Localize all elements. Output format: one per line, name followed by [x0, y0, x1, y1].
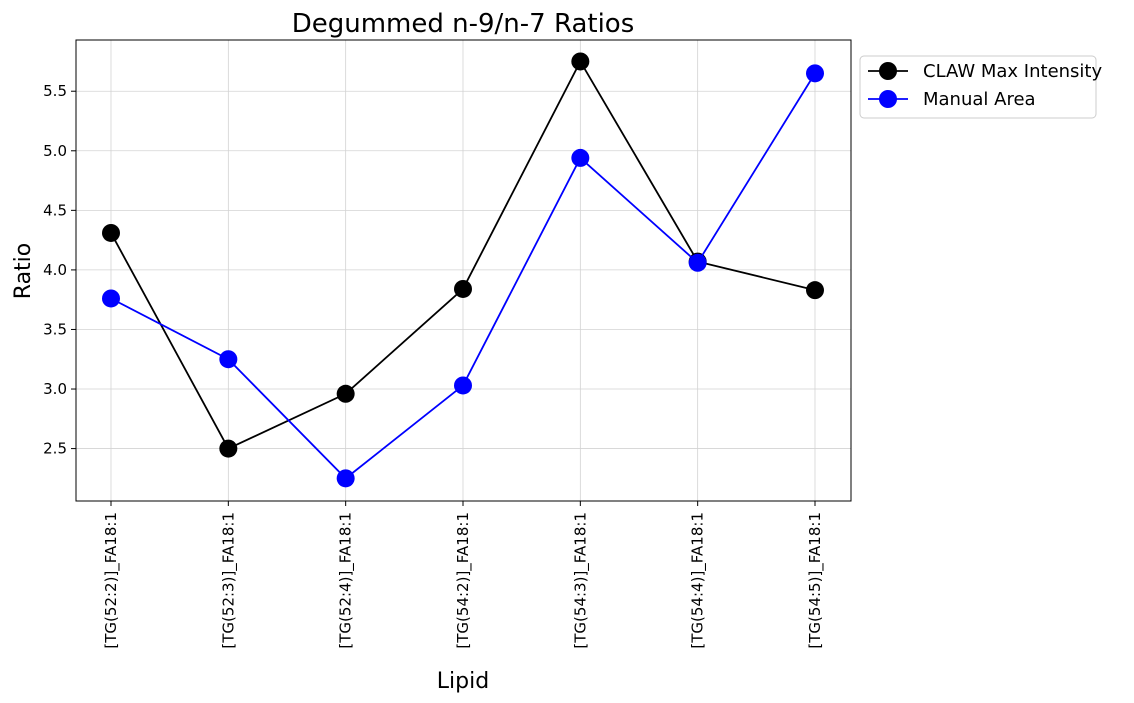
y-tick-label: 5.5	[43, 82, 67, 100]
data-point	[102, 289, 120, 308]
data-point	[454, 376, 472, 395]
y-tick-label: 2.5	[43, 440, 67, 458]
x-tick-label: [TG(54:4)]_FA18:1	[689, 512, 708, 649]
legend-label: Manual Area	[923, 89, 1036, 110]
series-1	[102, 64, 824, 488]
y-tick-label: 5.0	[43, 142, 67, 160]
legend-frame	[859, 55, 1097, 119]
data-point	[571, 148, 590, 167]
legend-label: CLAW Max Intensity	[923, 61, 1102, 82]
data-point	[454, 279, 472, 298]
x-tick-label: [TG(52:2)]_FA18:1	[102, 512, 121, 649]
series-layer	[102, 52, 824, 488]
legend-item: Manual Area	[868, 89, 1036, 110]
y-tick-label: 3.5	[43, 320, 67, 338]
data-point	[688, 253, 707, 272]
data-point	[571, 52, 590, 71]
y-tick-label: 3.0	[43, 380, 67, 398]
x-tick-label: [TG(54:3)]_FA18:1	[571, 512, 590, 649]
y-tick-label: 4.5	[43, 201, 67, 219]
x-tick-label: [TG(54:2)]_FA18:1	[454, 512, 473, 649]
x-axis-ticks: [TG(52:2)]_FA18:1 [TG(52:3)]_FA18:1 [TG(52…	[102, 501, 825, 649]
data-point	[336, 469, 355, 488]
x-axis-label: Lipid	[437, 669, 489, 694]
data-point	[336, 384, 355, 403]
chart-title: Degummed n-9/n-7 Ratios	[292, 9, 635, 39]
data-point	[806, 64, 824, 83]
data-point	[806, 281, 824, 300]
data-point	[219, 439, 238, 458]
data-point	[102, 223, 120, 242]
data-point	[219, 350, 238, 369]
y-axis-label: Ratio	[11, 243, 36, 299]
y-tick-label: 4.0	[43, 261, 67, 279]
y-axis-ticks: 2.5 3.0 3.5 4.0 4.5 5.0 5.5	[43, 82, 76, 458]
x-tick-label: [TG(52:4)]_FA18:1	[337, 512, 356, 649]
x-tick-label: [TG(52:3)]_FA18:1	[219, 512, 238, 649]
x-tick-label: [TG(54:5)]_FA18:1	[806, 512, 825, 649]
legend-marker	[879, 90, 897, 108]
legend-item: CLAW Max Intensity	[868, 61, 1102, 82]
legend-marker	[879, 62, 897, 80]
legend: CLAW Max Intensity Manual Area	[859, 55, 1102, 119]
